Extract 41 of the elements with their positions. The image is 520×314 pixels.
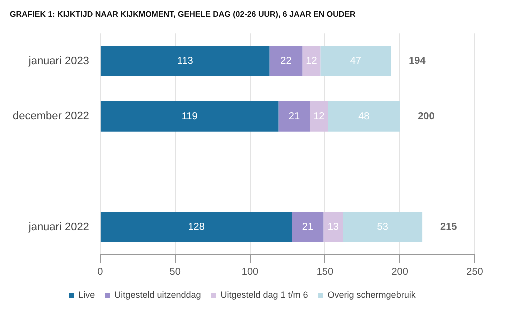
- bar: [324, 212, 344, 243]
- x-tick-label: 50: [170, 266, 182, 278]
- data-label: 113: [177, 56, 194, 68]
- bar: [100, 212, 292, 243]
- bar: [292, 212, 324, 243]
- legend-label: Overig schermgebruik: [328, 290, 416, 300]
- bar: [302, 46, 321, 76]
- data-label: 22: [280, 56, 292, 68]
- y-tick-label: januari 2022: [28, 221, 90, 234]
- bar: [100, 101, 279, 132]
- bar: [278, 101, 310, 132]
- data-label: 21: [302, 222, 314, 234]
- x-tick-label: 250: [466, 266, 484, 278]
- x-tick-label: 200: [392, 266, 409, 278]
- data-label: 21: [288, 111, 300, 122]
- bar: [310, 101, 328, 132]
- data-label: 12: [306, 56, 318, 68]
- y-tick-label: januari 2023: [28, 55, 90, 68]
- legend-label: Live: [78, 290, 96, 300]
- bar: [270, 46, 303, 76]
- data-label: 13: [328, 222, 340, 234]
- bar: [343, 212, 423, 243]
- total-label: 194: [409, 56, 426, 68]
- bar: [100, 46, 270, 76]
- x-tick-label: 150: [316, 266, 334, 278]
- data-label: 47: [350, 56, 362, 68]
- data-label: 12: [314, 111, 326, 122]
- bar: [320, 46, 392, 76]
- x-tick-label: 100: [242, 266, 260, 278]
- data-label: 48: [358, 111, 370, 122]
- y-tick-label: december 2022: [12, 110, 90, 123]
- data-label: 119: [182, 111, 198, 122]
- total-label: 215: [440, 222, 458, 234]
- x-tick-label: 0: [98, 266, 104, 278]
- data-label: 128: [188, 222, 206, 234]
- chart-title: GRAFIEK 1: KIJKTIJD NAAR KIJKMOMENT, GEHELE DAG (02-26 UUR), 6 JAAR EN OUDER: [10, 10, 356, 20]
- legend-label: Uitgesteld uitzenddag: [114, 290, 202, 300]
- bar: [328, 101, 400, 132]
- legend-label: Uitgesteld dag 1 t/m 6: [220, 290, 308, 300]
- total-label: 200: [418, 111, 436, 122]
- data-label: 53: [377, 222, 389, 234]
